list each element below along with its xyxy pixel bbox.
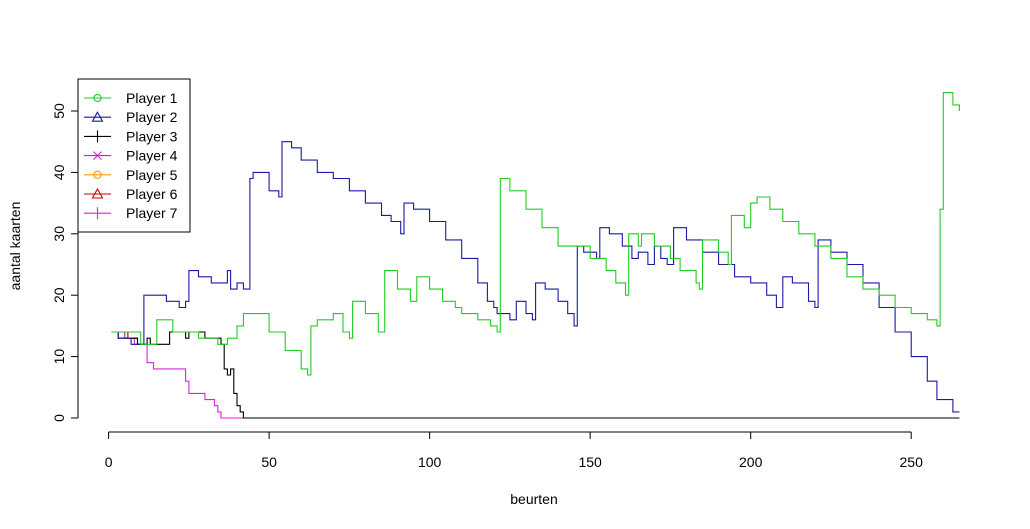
- legend-marker-triangle-player-2: [91, 111, 104, 122]
- legend-item-player-4: Player 4: [84, 148, 178, 164]
- series-player-7: [111, 331, 960, 419]
- x-tick-label: 50: [261, 454, 277, 470]
- y-tick-label: 30: [51, 226, 67, 242]
- legend-marker-circle-player-5: [93, 170, 102, 179]
- legend-item-player-6: Player 6: [84, 186, 178, 202]
- legend-label-player-6: Player 6: [126, 186, 178, 202]
- legend-item-player-2: Player 2: [84, 109, 178, 125]
- series-line-player-5: [111, 331, 135, 339]
- legend-label-player-1: Player 1: [126, 90, 178, 106]
- series-layer: [111, 92, 960, 419]
- series-line-player-3: [111, 331, 960, 419]
- y-tick-label: 50: [51, 103, 67, 119]
- legend-label-player-4: Player 4: [126, 148, 178, 164]
- legend-item-player-7: Player 7: [84, 205, 178, 221]
- y-tick-label: 40: [51, 164, 67, 180]
- series-line-player-7: [111, 331, 960, 419]
- x-tick-label: 100: [418, 454, 442, 470]
- legend-marker-triangle-player-6: [91, 187, 104, 199]
- legend-label-player-7: Player 7: [126, 205, 178, 221]
- series-player-1: [111, 92, 960, 376]
- legend-label-player-5: Player 5: [126, 167, 178, 183]
- y-tick-label: 0: [51, 414, 67, 422]
- series-line-player-1: [111, 92, 960, 376]
- y-tick-label: 10: [51, 349, 67, 365]
- legend-marker-cross-player-4: [93, 151, 102, 160]
- legend-label-player-2: Player 2: [126, 109, 178, 125]
- legend-item-player-1: Player 1: [84, 90, 178, 106]
- x-axis-title: beurten: [510, 491, 557, 507]
- y-axis-title: aantal kaarten: [7, 202, 23, 291]
- legend-item-player-5: Player 5: [84, 167, 178, 183]
- series-player-5: [111, 331, 135, 339]
- legend: Player 1 Player 2 Player 3 Player 4 Player 5…: [77, 78, 191, 233]
- series-line-player-2: [111, 141, 960, 413]
- series-player-3: [111, 331, 960, 419]
- x-tick-label: 150: [578, 454, 602, 470]
- legend-item-player-3: Player 3: [84, 128, 178, 144]
- y-tick-label: 20: [51, 287, 67, 303]
- legend-label-player-3: Player 3: [126, 128, 178, 144]
- legend-marker-circle-player-1: [93, 93, 102, 103]
- x-tick-label: 0: [105, 454, 113, 470]
- series-player-2: [111, 141, 960, 413]
- x-tick-label: 250: [900, 454, 924, 470]
- x-tick-label: 200: [739, 454, 763, 470]
